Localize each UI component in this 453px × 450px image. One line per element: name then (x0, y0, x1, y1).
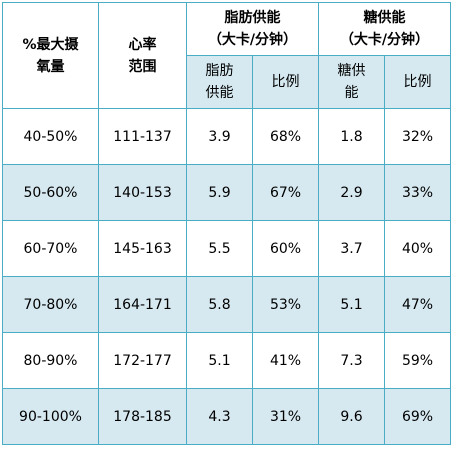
table-row: 60-70% 145-163 5.5 60% 3.7 40% (2, 220, 451, 277)
cell-heart-rate: 172-177 (98, 332, 187, 389)
subheader-fat-ratio: 比例 (252, 55, 319, 109)
table-row: 70-80% 164-171 5.8 53% 5.1 47% (2, 276, 451, 333)
cell-sugar-ratio: 33% (384, 164, 451, 221)
table-row: 90-100% 178-185 4.3 31% 9.6 69% (2, 388, 451, 445)
cell-vo2: 50-60% (2, 164, 99, 221)
cell-sugar: 3.7 (318, 220, 385, 277)
cell-fat: 5.1 (186, 332, 253, 389)
cell-sugar-ratio: 69% (384, 388, 451, 445)
cell-sugar-ratio: 40% (384, 220, 451, 277)
cell-heart-rate: 178-185 (98, 388, 187, 445)
subheader-sugar-supply: 糖供 能 (318, 55, 385, 109)
cell-vo2: 70-80% (2, 276, 99, 333)
table-row: 80-90% 172-177 5.1 41% 7.3 59% (2, 332, 451, 389)
cell-vo2: 60-70% (2, 220, 99, 277)
cell-fat: 5.8 (186, 276, 253, 333)
cell-fat: 3.9 (186, 108, 253, 165)
subheader-fat-supply: 脂肪 供能 (186, 55, 253, 109)
cell-vo2: 90-100% (2, 388, 99, 445)
table-row: 40-50% 111-137 3.9 68% 1.8 32% (2, 108, 451, 165)
cell-fat-ratio: 41% (252, 332, 319, 389)
header-row-1: %最大摄 氧量 心率 范围 脂肪供能 （大卡/分钟） 糖供能 （大卡/分钟） (2, 2, 451, 109)
cell-heart-rate: 111-137 (98, 108, 187, 165)
cell-vo2: 80-90% (2, 332, 99, 389)
cell-sugar: 7.3 (318, 332, 385, 389)
table-row: 50-60% 140-153 5.9 67% 2.9 33% (2, 164, 451, 221)
cell-sugar-ratio: 32% (384, 108, 451, 165)
header-heart-rate: 心率 范围 (98, 2, 187, 109)
cell-heart-rate: 145-163 (98, 220, 187, 277)
cell-fat: 5.5 (186, 220, 253, 277)
header-row-2: 脂肪 供能 比例 糖供 能 比例 (3, 55, 451, 109)
energy-supply-table: %最大摄 氧量 心率 范围 脂肪供能 （大卡/分钟） 糖供能 （大卡/分钟） (2, 2, 451, 445)
cell-sugar-ratio: 59% (384, 332, 451, 389)
table-container: %最大摄 氧量 心率 范围 脂肪供能 （大卡/分钟） 糖供能 （大卡/分钟） (2, 2, 451, 445)
cell-fat-ratio: 68% (252, 108, 319, 165)
cell-vo2: 40-50% (2, 108, 99, 165)
cell-heart-rate: 140-153 (98, 164, 187, 221)
cell-fat: 5.9 (186, 164, 253, 221)
cell-heart-rate: 164-171 (98, 276, 187, 333)
header-sugar-supply: 糖供能 （大卡/分钟） (318, 2, 451, 56)
cell-sugar-ratio: 47% (384, 276, 451, 333)
cell-sugar: 9.6 (318, 388, 385, 445)
cell-sugar: 2.9 (318, 164, 385, 221)
header-fat-supply: 脂肪供能 （大卡/分钟） (186, 2, 319, 56)
cell-fat: 4.3 (186, 388, 253, 445)
subheader-sugar-ratio: 比例 (384, 55, 451, 109)
cell-fat-ratio: 67% (252, 164, 319, 221)
cell-sugar: 1.8 (318, 108, 385, 165)
cell-sugar: 5.1 (318, 276, 385, 333)
cell-fat-ratio: 60% (252, 220, 319, 277)
cell-fat-ratio: 31% (252, 388, 319, 445)
cell-fat-ratio: 53% (252, 276, 319, 333)
header-vo2: %最大摄 氧量 (2, 2, 99, 109)
